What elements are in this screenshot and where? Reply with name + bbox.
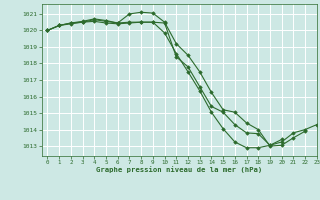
X-axis label: Graphe pression niveau de la mer (hPa): Graphe pression niveau de la mer (hPa) bbox=[96, 167, 262, 173]
